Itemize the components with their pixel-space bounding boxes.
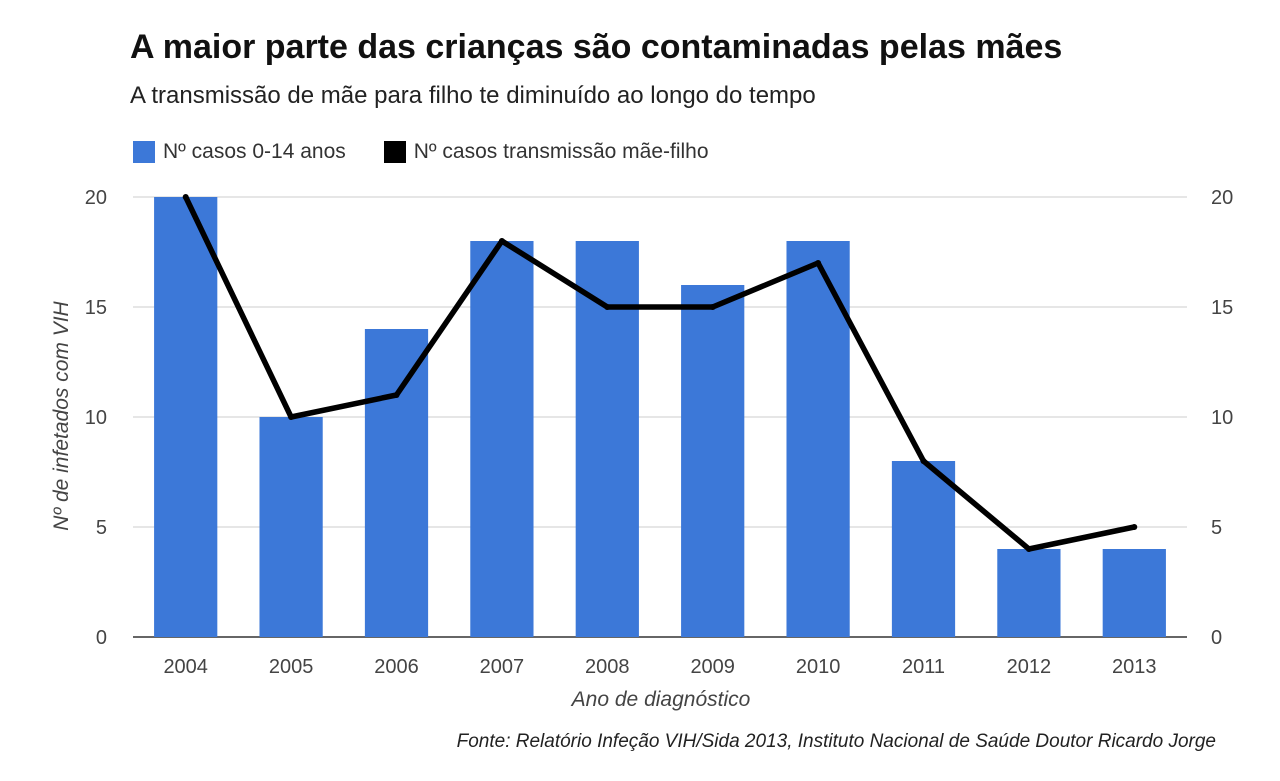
line-point[interactable] [920, 458, 927, 464]
x-tick-label: 2005 [269, 656, 314, 678]
bar[interactable] [891, 461, 956, 637]
line-point[interactable] [709, 304, 716, 310]
bar[interactable] [259, 417, 323, 637]
bar[interactable] [1102, 549, 1166, 637]
x-axis-label: Ano de diagnóstico [570, 688, 751, 711]
x-tick-label: 2008 [585, 656, 630, 678]
x-tick-label: 2009 [690, 656, 735, 678]
y-axis-label: Nº de infetados com VIH [50, 300, 73, 530]
line-point[interactable] [604, 304, 611, 310]
line-point[interactable] [393, 392, 400, 398]
y-tick-right: 20 [1211, 187, 1233, 209]
line-point[interactable] [288, 414, 295, 420]
chart-source: Fonte: Relatório Infeção VIH/Sida 2013, … [456, 731, 1216, 752]
x-tick-label: 2007 [480, 656, 525, 678]
y-tick-right: 10 [1211, 407, 1233, 429]
bar[interactable] [997, 549, 1061, 637]
legend-label-line: Nº casos transmissão mãe-filho [413, 140, 709, 163]
y-tick-left: 5 [96, 517, 107, 539]
legend-item-line[interactable]: Nº casos transmissão mãe-filho [383, 140, 709, 164]
bar[interactable] [154, 197, 218, 637]
legend-swatch-line [383, 141, 406, 163]
bar[interactable] [364, 329, 429, 637]
legend-item-bars[interactable]: Nº casos 0-14 anos [133, 140, 346, 164]
y-tick-left: 10 [85, 407, 107, 429]
x-tick-label: 2013 [1112, 656, 1157, 678]
chart-subtitle: A transmissão de mãe para filho te dimin… [130, 82, 816, 109]
x-tick-label: 2006 [374, 656, 419, 678]
line-point[interactable] [498, 238, 505, 244]
axis-ticks: 0 0 5 5 10 10 15 15 20 20 2004 2005 2006 2007 2008 2009… [85, 187, 1234, 678]
y-tick-left: 0 [96, 627, 107, 649]
x-tick-label: 2010 [796, 656, 841, 678]
y-tick-right: 0 [1211, 627, 1222, 649]
y-tick-right: 15 [1211, 297, 1233, 319]
line-point[interactable] [1131, 524, 1138, 530]
x-tick-label: 2004 [163, 656, 208, 678]
x-tick-label: 2011 [902, 656, 945, 678]
line-point[interactable] [815, 260, 822, 266]
x-tick-label: 2012 [1007, 656, 1052, 678]
chart-title: A maior parte das crianças são contamina… [130, 28, 1063, 66]
line-point[interactable] [182, 194, 189, 200]
legend-label-bars: Nº casos 0-14 anos [163, 140, 346, 163]
y-tick-right: 5 [1211, 517, 1222, 539]
y-tick-left: 20 [85, 187, 107, 209]
legend-swatch-bars [133, 141, 155, 163]
series-line [183, 195, 1135, 552]
y-tick-left: 15 [85, 297, 107, 319]
bar[interactable] [681, 285, 745, 637]
chart-legend: Nº casos 0-14 anos Nº casos transmissão … [133, 138, 747, 166]
bar[interactable] [470, 241, 534, 637]
line-point[interactable] [1025, 546, 1032, 552]
bar[interactable] [575, 241, 639, 637]
line-series [182, 194, 1138, 552]
